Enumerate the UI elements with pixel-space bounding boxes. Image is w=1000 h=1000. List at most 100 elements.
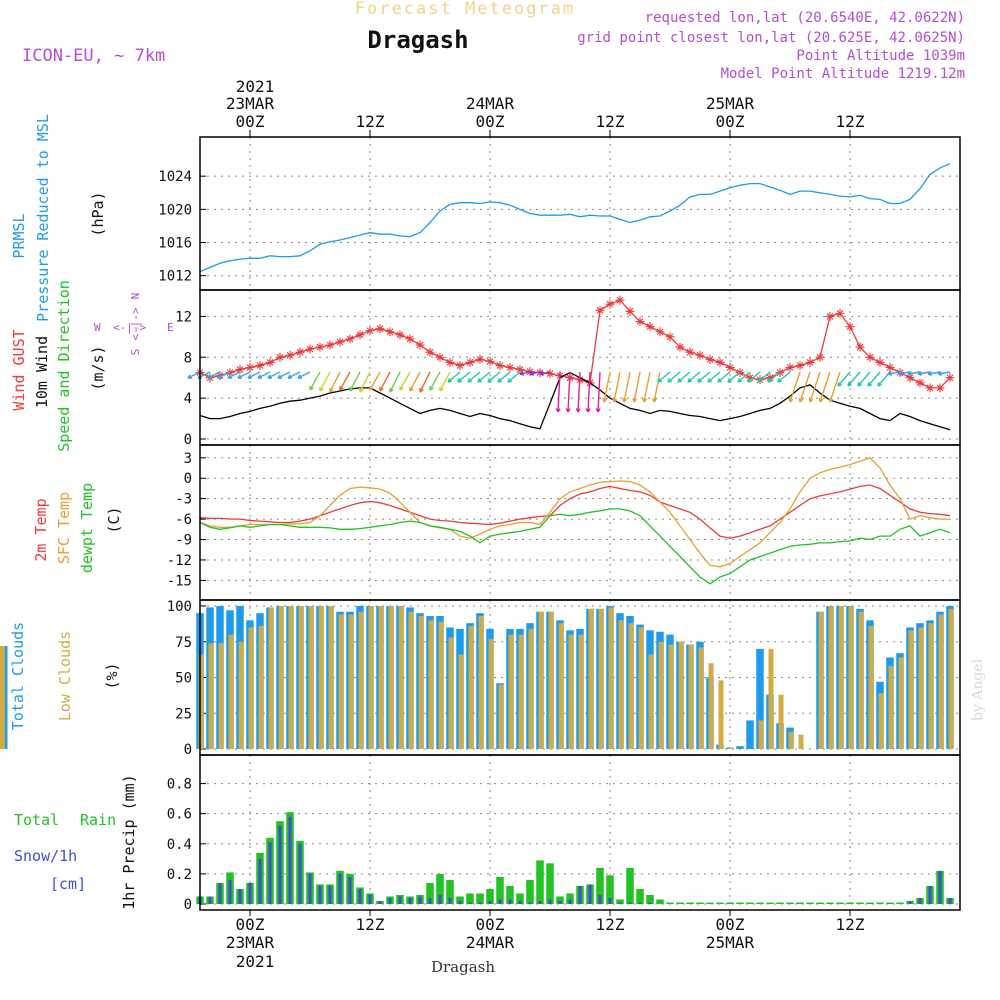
- precip-bar-b: [498, 899, 502, 904]
- cloud-bar-b: [718, 680, 724, 749]
- gust-marker: [505, 363, 515, 372]
- wind-arrow: [829, 371, 841, 403]
- wind-arrowhead: [707, 378, 713, 383]
- precip-bar-a: [746, 902, 754, 904]
- precip-bar-a: [706, 902, 714, 904]
- wind-arrow: [359, 371, 371, 393]
- wind-arrowhead: [767, 378, 773, 383]
- gust-marker: [765, 373, 775, 383]
- cloud-bar-b: [948, 608, 954, 749]
- wind-ytick-label: 12: [175, 309, 192, 325]
- wind-arrowhead: [798, 397, 804, 403]
- precip-bar-a: [536, 860, 544, 904]
- gust-marker: [595, 305, 605, 315]
- precip-bar-b: [608, 897, 612, 904]
- cloud-bar-b: [408, 611, 414, 749]
- cloud-bar-b: [508, 634, 514, 749]
- cloud-bar-b: [888, 666, 894, 749]
- cloud-bar-b: [228, 634, 234, 749]
- wind-arrowhead: [687, 378, 693, 383]
- wind-arrowhead: [788, 397, 794, 403]
- cloud-bar-b: [868, 626, 874, 749]
- precip-bar-b: [508, 899, 512, 904]
- gust-marker: [435, 352, 445, 362]
- pressure-unit: (hPa): [89, 191, 107, 236]
- wind-arrow: [677, 371, 691, 383]
- gust-marker: [925, 383, 935, 393]
- gust-marker: [495, 360, 505, 370]
- cloud-bar-b: [798, 734, 804, 749]
- precip-bar-b: [278, 825, 282, 904]
- compass-s: S: [129, 349, 142, 356]
- gust-marker: [455, 360, 465, 370]
- wind-arrowhead: [777, 378, 783, 383]
- cloud-bar-b: [938, 614, 944, 749]
- gust-marker: [445, 357, 455, 367]
- cloud-bar-b: [758, 720, 764, 749]
- gust-marker: [685, 347, 695, 357]
- precip-bar-a: [546, 863, 554, 904]
- precip-bar-a: [806, 902, 814, 904]
- model-altitude: Model Point Altitude 1219.12m: [721, 66, 965, 82]
- bottom-hour-label: 12Z: [836, 915, 865, 934]
- precip-label-snow: Snow/1h: [14, 847, 77, 865]
- wind-arrowhead: [379, 386, 384, 392]
- gust-marker: [795, 360, 805, 370]
- cloud-ytick-label: 50: [175, 671, 192, 687]
- cloud-bar-b: [588, 608, 594, 749]
- wind-arrow: [349, 371, 361, 392]
- wind-arrowhead: [622, 397, 628, 403]
- gust-marker: [905, 373, 915, 383]
- wind-arrow: [757, 371, 771, 383]
- precip-bar-b: [378, 900, 382, 904]
- model-label: ICON-EU, ~ 7km: [22, 46, 165, 66]
- cloud-bar-b: [238, 641, 244, 749]
- point-altitude: Point Altitude 1039m: [796, 48, 965, 64]
- precip-unit: 1hr Precip (mm): [120, 774, 138, 909]
- precip-label-cm: [cm]: [50, 875, 86, 893]
- gust-marker: [855, 342, 865, 352]
- wind-arrow: [887, 371, 901, 375]
- pressure-ytick-label: 1024: [158, 169, 192, 185]
- precip-ytick-label: 0.4: [167, 837, 192, 853]
- precip-bar-a: [486, 888, 494, 904]
- wind-arrow: [187, 371, 201, 379]
- gust-marker: [305, 344, 315, 354]
- wind-arrow: [267, 371, 281, 379]
- gust-marker: [815, 352, 825, 362]
- precip-bar-b: [338, 873, 342, 904]
- wind-arrowhead: [339, 385, 344, 391]
- top-year: 2021: [236, 77, 275, 96]
- precip-bar-b: [438, 894, 442, 904]
- wind-arrowhead: [529, 370, 535, 376]
- precip-bar-a: [796, 902, 804, 904]
- precip-bar-b: [638, 902, 642, 904]
- wind-arrowhead: [237, 374, 243, 379]
- cloud-bar-b: [708, 663, 714, 749]
- compass-n: N: [129, 293, 142, 300]
- wind-arrowhead: [857, 381, 862, 387]
- wind-arrowhead: [539, 370, 545, 376]
- wind-arrowhead: [257, 374, 263, 379]
- gust-marker: [265, 357, 275, 367]
- precip-bar-b: [468, 902, 472, 904]
- product-title: Forecast Meteogram: [355, 0, 575, 19]
- pressure-ytick-label: 1020: [158, 202, 192, 218]
- cloud-bar-b: [928, 623, 934, 749]
- pressure-series-prmsl: [199, 163, 951, 273]
- cloud-ytick-label: 0: [184, 742, 192, 758]
- precip-bar-a: [496, 876, 504, 904]
- gust-marker: [805, 357, 815, 367]
- precip-bar-a: [886, 902, 894, 904]
- cloud-bar-b: [548, 611, 554, 749]
- compass-v-arrows: <-|->: [129, 307, 142, 340]
- wind-arrowhead: [877, 381, 882, 387]
- wind-arrow: [557, 371, 561, 413]
- precip-bar-a: [826, 902, 834, 904]
- wind-arrow: [587, 371, 591, 413]
- wind-arrowhead: [612, 397, 618, 403]
- precip-bar-b: [388, 897, 392, 904]
- cloud-ytick-label: 100: [167, 599, 192, 615]
- cloud-bar-b: [318, 606, 324, 749]
- wind-arrowhead: [207, 374, 213, 379]
